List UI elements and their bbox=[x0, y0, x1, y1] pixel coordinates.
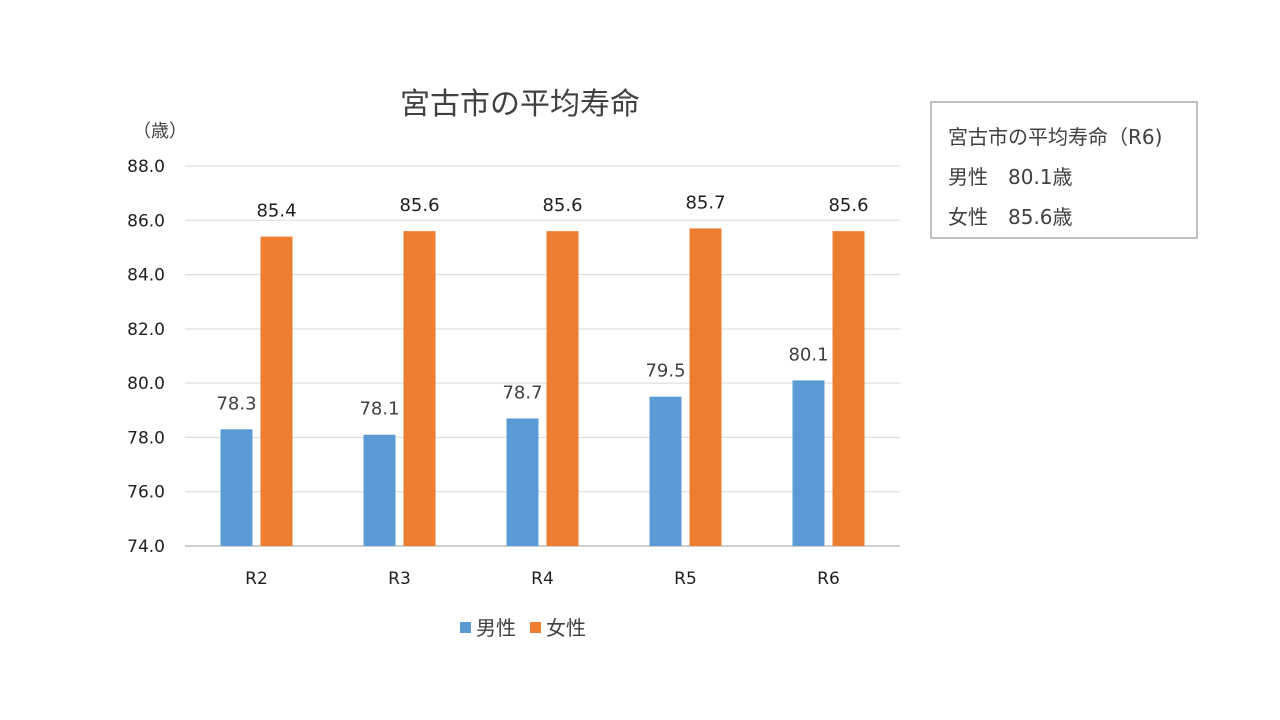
data-label-female: 85.6 bbox=[542, 195, 582, 216]
data-label-male: 78.3 bbox=[216, 393, 256, 414]
data-label-male: 78.7 bbox=[502, 382, 542, 403]
data-label-male: 78.1 bbox=[359, 399, 399, 420]
bar-male bbox=[220, 429, 253, 546]
bar-female bbox=[260, 236, 293, 547]
data-label-female: 85.6 bbox=[399, 195, 439, 216]
x-tick-label: R4 bbox=[531, 569, 554, 589]
y-tick-label: 78.0 bbox=[127, 428, 165, 448]
legend-swatch-female bbox=[530, 622, 541, 633]
y-tick-label: 86.0 bbox=[127, 211, 165, 231]
y-tick-label: 74.0 bbox=[127, 537, 165, 557]
bar-male bbox=[649, 396, 682, 546]
bar-male bbox=[363, 434, 396, 546]
bar-female bbox=[832, 231, 865, 546]
data-label-male: 80.1 bbox=[788, 344, 828, 365]
legend-label-male: 男性 bbox=[476, 616, 516, 640]
y-axis-unit-label: （歳） bbox=[133, 121, 187, 142]
data-label-female: 85.7 bbox=[685, 192, 725, 213]
bar-male bbox=[792, 380, 825, 546]
y-tick-label: 84.0 bbox=[127, 266, 165, 286]
summary-male: 男性 80.1歳 bbox=[948, 165, 1073, 189]
summary-title: 宮古市の平均寿命（R6) bbox=[948, 125, 1163, 149]
bar-male bbox=[506, 418, 539, 546]
y-tick-label: 88.0 bbox=[127, 157, 165, 177]
bar-female bbox=[546, 231, 579, 546]
bar-female bbox=[689, 228, 722, 546]
x-tick-label: R2 bbox=[245, 569, 268, 589]
y-tick-label: 76.0 bbox=[127, 483, 165, 503]
bar-female bbox=[403, 231, 436, 546]
x-tick-label: R5 bbox=[674, 569, 697, 589]
summary-female: 女性 85.6歳 bbox=[948, 205, 1073, 229]
chart-title: 宮古市の平均寿命 bbox=[400, 87, 640, 122]
summary-box: 宮古市の平均寿命（R6) 男性 80.1歳 女性 85.6歳 bbox=[930, 101, 1198, 239]
x-tick-label: R6 bbox=[817, 569, 840, 589]
y-tick-label: 80.0 bbox=[127, 374, 165, 394]
chart-area: 宮古市の平均寿命 （歳） 74.0 76.0 78.0 80.0 82.0 84.0 86.0 8… bbox=[127, 87, 900, 640]
data-label-female: 85.4 bbox=[256, 201, 296, 222]
data-label-female: 85.6 bbox=[828, 195, 868, 216]
y-tick-label: 82.0 bbox=[127, 320, 165, 340]
bar-chart: 宮古市の平均寿命 （歳） 74.0 76.0 78.0 80.0 82.0 84.0 86.0 8… bbox=[127, 87, 900, 640]
x-tick-label: R3 bbox=[388, 569, 411, 589]
legend-swatch-male bbox=[460, 622, 471, 633]
data-label-male: 79.5 bbox=[645, 361, 685, 382]
legend-label-female: 女性 bbox=[546, 616, 586, 640]
